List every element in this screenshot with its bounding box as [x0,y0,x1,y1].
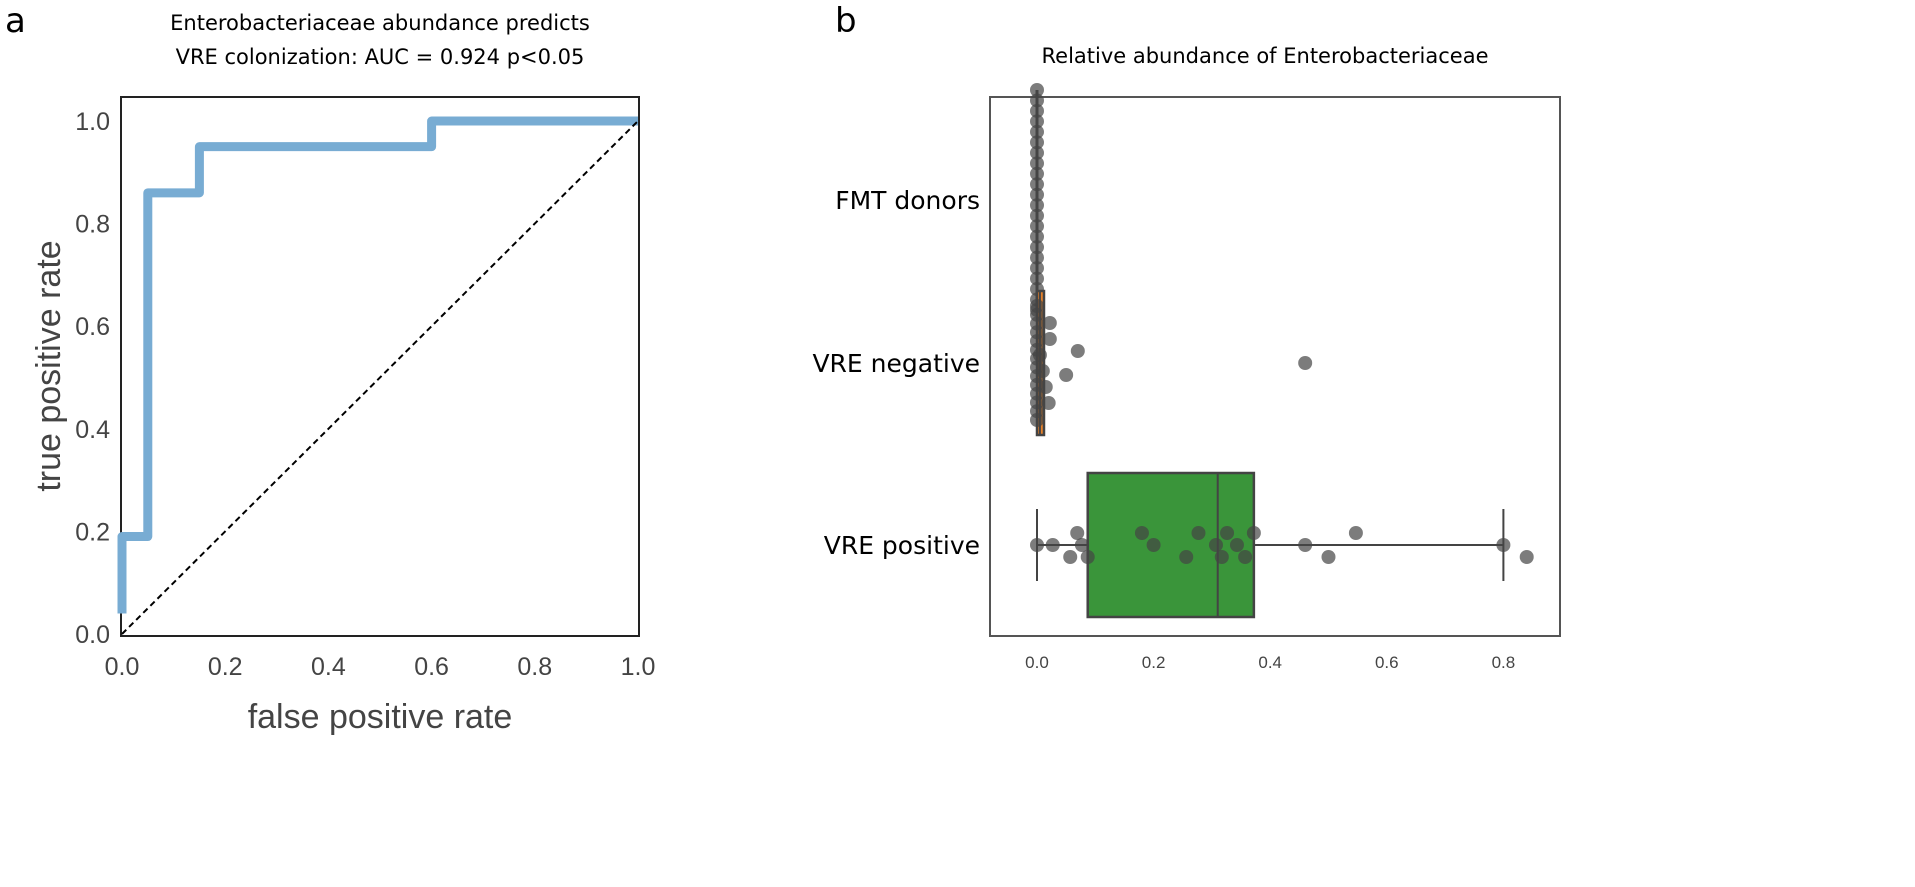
category-label: VRE positive [824,531,980,560]
box-title: Relative abundance of Enterobacteriaceae [1042,44,1489,68]
data-point [1321,550,1336,564]
data-point [1045,538,1060,552]
data-point [1030,271,1044,286]
roc-ylabel: true positive rate [30,240,68,491]
roc-ytick-label: 0.8 [75,211,110,239]
data-point [1030,240,1044,255]
roc-ytick-label: 0.0 [75,621,110,649]
data-point [1035,364,1050,378]
data-point [1030,93,1044,108]
roc-ytick-label: 0.6 [75,313,110,341]
data-point [1041,396,1056,410]
data-point [1229,538,1244,552]
roc-xtick-label: 0.6 [414,653,449,681]
box-xtick-label: 0.4 [1258,653,1282,672]
data-point [1042,332,1057,346]
data-point [1030,538,1044,552]
data-point [1063,550,1078,564]
data-point [1298,538,1313,552]
roc-title-line1: Enterobacteriaceae abundance predicts [170,11,590,35]
data-point [1030,83,1044,97]
roc-xlabel: false positive rate [248,698,513,736]
box-plot: 0.0 0.2 0.4 0.6 0.8 FMT donors VRE negative VRE… [812,83,1561,672]
box-xtick-label: 0.8 [1492,653,1516,672]
data-point [1030,261,1044,276]
data-point [1030,103,1044,118]
data-point [1030,413,1044,427]
data-point [1214,550,1229,564]
data-point [1070,526,1085,540]
category-label: VRE negative [812,349,980,378]
box-xtick-label: 0.6 [1375,653,1399,672]
data-point [1030,114,1044,129]
data-point [1146,538,1161,552]
box-xtick-label: 0.2 [1142,653,1166,672]
roc-xtick-label: 0.4 [311,653,346,681]
data-point [1030,250,1044,265]
data-point [1238,550,1253,564]
data-point [1179,550,1194,564]
data-point [1030,124,1044,139]
roc-title-line2: VRE colonization: AUC = 0.924 p<0.05 [176,45,585,69]
roc-xtick-label: 0.0 [105,653,140,681]
roc-frame [120,96,640,637]
data-point [1519,550,1534,564]
data-point [1038,380,1053,394]
panel-label-a: a [5,1,26,41]
data-point [1030,156,1044,171]
data-point [1348,526,1363,540]
data-point [1191,526,1206,540]
data-point [1030,145,1044,160]
data-point [1298,356,1313,370]
data-point [1030,208,1044,223]
box-frame [989,96,1561,637]
data-point [1208,538,1223,552]
roc-ytick-label: 0.4 [75,416,110,444]
data-point [1030,219,1044,234]
panel-label-b: b [835,1,857,41]
data-point [1070,344,1085,358]
roc-plot: 0.0 0.2 0.4 0.6 0.8 1.0 0.0 0.2 0.4 0.6 0.8 1.0 [75,96,656,681]
roc-ytick-label: 0.2 [75,518,110,546]
data-point [1030,177,1044,192]
roc-xtick-label: 0.8 [517,653,552,681]
data-point [1496,538,1511,552]
data-point [1030,166,1044,181]
data-point [1030,198,1044,213]
roc-xtick-label: 0.2 [208,653,243,681]
data-point [1246,526,1261,540]
chance-diagonal-line [121,120,639,635]
data-point [1059,368,1074,382]
roc-ytick-label: 1.0 [75,108,110,136]
box-2 [1086,471,1256,619]
category-label: FMT donors [835,186,980,215]
data-point [1030,187,1044,202]
data-point [1220,526,1235,540]
roc-xtick-label: 1.0 [621,653,656,681]
data-point [1032,348,1047,362]
data-point [1134,526,1149,540]
data-point [1074,538,1089,552]
data-point [1030,135,1044,150]
roc-curve [117,116,638,614]
box-xtick-label: 0.0 [1025,653,1049,672]
data-point [1030,229,1044,244]
data-point [1042,316,1057,330]
data-point [1080,550,1095,564]
